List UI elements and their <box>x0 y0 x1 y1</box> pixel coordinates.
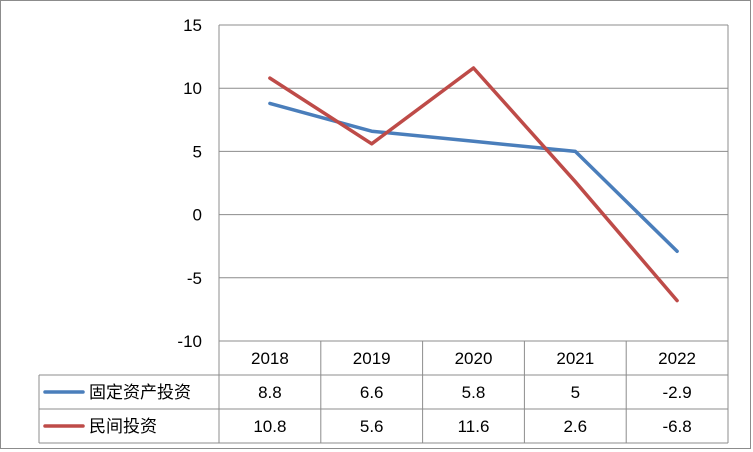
y-tick-label: 10 <box>183 79 202 98</box>
data-table-value: 11.6 <box>458 417 490 436</box>
legend-label: 固定资产投资 <box>89 383 191 403</box>
data-table-value: 5 <box>571 383 580 402</box>
data-table-value: 2.6 <box>563 417 587 436</box>
x-tick-label: 2020 <box>455 349 493 368</box>
x-tick-label: 2022 <box>658 349 696 368</box>
x-tick-label: 2021 <box>556 349 594 368</box>
data-table-value: 8.8 <box>258 383 282 402</box>
data-table-value: -6.8 <box>662 417 691 436</box>
data-table-value: 5.6 <box>360 417 384 436</box>
y-tick-label: 15 <box>183 16 202 35</box>
data-table-value: 10.8 <box>253 417 286 436</box>
y-tick-label: 5 <box>193 142 202 161</box>
x-tick-label: 2019 <box>353 349 391 368</box>
y-tick-label: -10 <box>177 332 202 351</box>
x-tick-label: 2018 <box>251 349 289 368</box>
series-line <box>268 66 679 303</box>
data-table-value: -2.9 <box>662 383 691 402</box>
y-tick-label: 0 <box>193 206 202 225</box>
data-table-value: 5.8 <box>462 383 486 402</box>
legend-label: 民间投资 <box>89 417 157 437</box>
y-tick-label: -5 <box>187 269 202 288</box>
data-table-value: 6.6 <box>360 383 384 402</box>
